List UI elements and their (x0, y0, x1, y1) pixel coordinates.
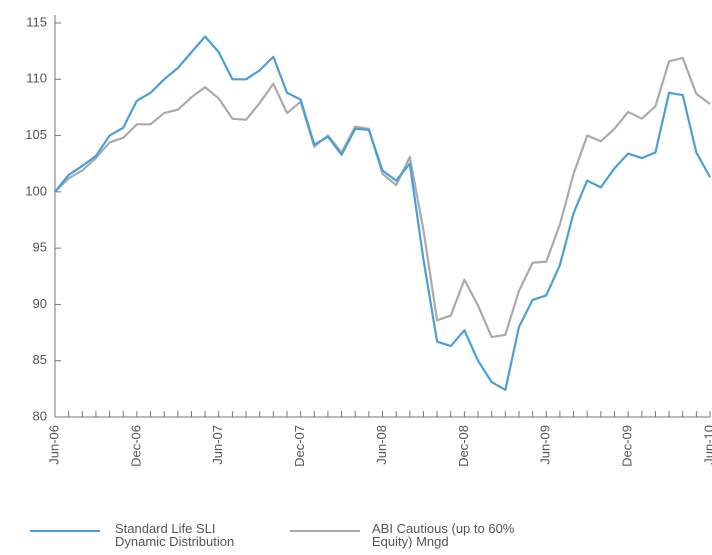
y-tick-label: 85 (33, 352, 47, 367)
x-tick-label: Dec-09 (620, 425, 635, 467)
x-tick-label: Dec-08 (456, 425, 471, 467)
chart: 80 85 90 95 100 105 110 115 Jun-06 Dec-06 Jun-07 De… (25, 14, 712, 467)
x-tick-label: Jun-07 (210, 425, 225, 465)
series-line (54, 35, 711, 392)
legend-swatch (30, 530, 100, 532)
y-tick-label: 100 (25, 183, 47, 198)
legend-label: ABI Cautious (up to 60% Equity) Mngd (372, 521, 515, 549)
y-tick-label: 115 (26, 14, 47, 29)
y-tick-label: 105 (25, 127, 47, 142)
legend-swatch (290, 530, 360, 532)
series-line (54, 56, 711, 339)
legend-label: Standard Life SLI Dynamic Distribution (115, 521, 235, 549)
y-tick-label: 110 (26, 71, 47, 86)
y-tick-label: 90 (33, 296, 47, 311)
x-tick-label: Dec-06 (128, 425, 143, 467)
x-tick-label: Jun-09 (538, 425, 553, 465)
x-tick-label: Dec-07 (292, 425, 307, 467)
y-tick-label: 95 (33, 240, 47, 255)
y-tick-label: 80 (33, 408, 47, 423)
x-tick-label: Jun-10 (701, 425, 712, 465)
x-tick-label: Jun-08 (374, 425, 389, 465)
x-tick-label: Jun-06 (46, 425, 61, 465)
